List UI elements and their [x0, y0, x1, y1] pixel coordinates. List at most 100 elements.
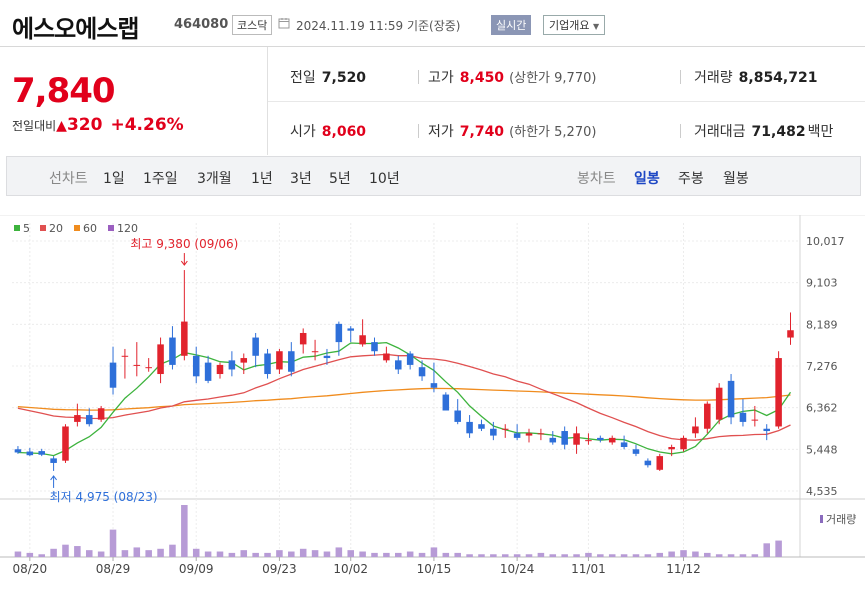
- volume-bar: [192, 548, 200, 557]
- change-label: 전일대비: [12, 119, 57, 133]
- candle-body: [38, 451, 45, 455]
- period-1y[interactable]: 1년: [251, 171, 273, 187]
- candle-body: [157, 344, 164, 375]
- x-tick-label: 10/24: [500, 562, 535, 576]
- candle-body: [264, 353, 271, 375]
- volume-bar: [38, 554, 45, 557]
- candle-body: [323, 355, 331, 359]
- period-3m[interactable]: 3개월: [197, 171, 232, 187]
- header-divider: [0, 46, 865, 47]
- volume-bar: [490, 554, 497, 557]
- candle-daily[interactable]: 일봉: [634, 171, 660, 187]
- candle-body: [692, 426, 699, 434]
- x-tick-label: 10/15: [417, 562, 452, 576]
- volume-bar: [454, 552, 461, 557]
- volume-bar: [121, 550, 129, 557]
- price-chart[interactable]: 10,017 9,103 8,189 7,276 6,362 5,448 4,535 08/2…: [0, 214, 865, 585]
- y-tick-label: 8,189: [806, 318, 838, 331]
- volume-bar: [501, 554, 509, 557]
- volume-bar: [109, 529, 117, 557]
- chart-toolbar: 선차트 1일 1주일 3개월 1년 3년 5년 10년 봉차트 일봉 주봉 월봉: [6, 156, 861, 196]
- candle-body: [335, 323, 343, 343]
- legend-swatch: [74, 225, 80, 231]
- volume-bar: [513, 554, 521, 557]
- x-tick-label: 10/02: [333, 562, 368, 576]
- volume-bar: [656, 552, 664, 557]
- candle-body: [442, 394, 450, 411]
- period-1d[interactable]: 1일: [103, 171, 125, 187]
- candle-body: [644, 460, 652, 466]
- volume-bar: [347, 550, 355, 557]
- volume-bar: [335, 547, 343, 557]
- volume-bar: [406, 551, 414, 557]
- candle-body: [311, 351, 319, 353]
- volume-bar: [668, 551, 675, 557]
- volume-bar: [763, 543, 770, 557]
- candle-body: [656, 456, 664, 470]
- legend-swatch: [108, 225, 114, 231]
- candle-body: [632, 449, 640, 454]
- volume-bar: [26, 552, 34, 557]
- candle-weekly[interactable]: 주봉: [678, 171, 704, 187]
- candle-body: [620, 442, 628, 447]
- volume-bar: [632, 554, 640, 557]
- candle-body: [62, 426, 69, 461]
- volume-bar: [85, 550, 93, 557]
- candle-body: [680, 437, 687, 450]
- candle-body: [204, 362, 212, 381]
- candle-body: [240, 358, 248, 363]
- x-tick-label: 09/23: [262, 562, 297, 576]
- volume-bar: [145, 550, 152, 557]
- volume-bar: [442, 552, 450, 557]
- volume-bar: [704, 552, 711, 557]
- candle-body: [430, 383, 438, 388]
- realtime-button[interactable]: 실시간: [491, 15, 532, 35]
- volume-bar: [620, 554, 628, 557]
- y-tick-label: 7,276: [806, 360, 838, 373]
- volume-bar: [418, 552, 426, 557]
- high-annotation: 최고 9,380 (09/06): [130, 237, 238, 251]
- stats-divider: [268, 101, 865, 102]
- line-chart-label: 선차트: [49, 171, 88, 187]
- ma60-line: [17, 387, 791, 411]
- volume-bar: [478, 554, 485, 557]
- volume-bar: [74, 546, 81, 557]
- candle-body: [597, 437, 604, 441]
- volume-legend-swatch: [820, 515, 823, 523]
- y-tick-label: 10,017: [806, 235, 845, 248]
- legend-swatch: [40, 225, 46, 231]
- candle-body: [181, 321, 188, 356]
- candle-monthly[interactable]: 월봉: [723, 171, 749, 187]
- price-chart-svg[interactable]: 10,017 9,103 8,189 7,276 6,362 5,448 4,535 08/2…: [0, 214, 865, 585]
- low-arrowhead-icon: [50, 475, 57, 481]
- volume-bar: [585, 552, 592, 557]
- period-3y[interactable]: 3년: [290, 171, 312, 187]
- candle-body: [478, 424, 485, 429]
- volume-bar: [727, 554, 735, 557]
- volume-bar: [383, 552, 390, 557]
- y-tick-label: 5,448: [806, 443, 838, 456]
- candle-body: [288, 351, 295, 372]
- volume-bar: [692, 551, 699, 557]
- volume-bar: [644, 554, 652, 557]
- candle-body: [585, 440, 592, 442]
- stat-open: 시가 8,060: [290, 124, 367, 140]
- stat-amount: 거래대금 71,482 백만: [694, 124, 834, 140]
- stat-high: 고가 8,450 (상한가 9,770): [428, 70, 597, 86]
- company-overview-button[interactable]: 기업개요 ▼: [543, 15, 606, 35]
- candle-body: [85, 415, 93, 425]
- volume-bar: [466, 554, 473, 557]
- candle-body: [608, 437, 616, 443]
- candle-body: [775, 358, 782, 427]
- volume-bar: [549, 554, 557, 557]
- volume-bar: [50, 548, 57, 557]
- x-tick-label: 08/20: [13, 562, 48, 576]
- period-10y[interactable]: 10년: [369, 171, 400, 187]
- candle-body: [561, 431, 568, 445]
- candle-body: [406, 353, 414, 365]
- period-5y[interactable]: 5년: [329, 171, 351, 187]
- volume-bar: [359, 551, 366, 557]
- candle-body: [347, 328, 355, 331]
- candle-body: [501, 428, 509, 430]
- period-1w[interactable]: 1주일: [143, 171, 178, 187]
